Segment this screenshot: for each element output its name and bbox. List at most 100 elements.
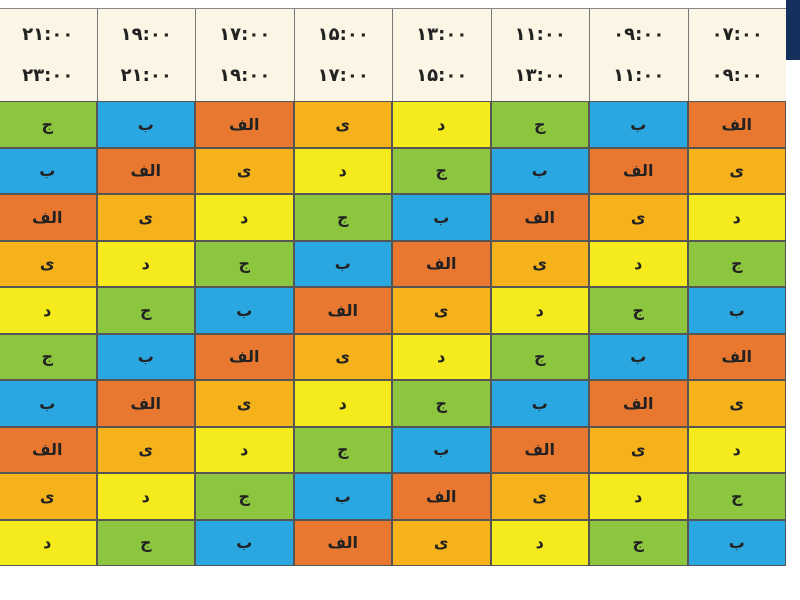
group-label: ی bbox=[433, 533, 449, 553]
time-end: ۰۹:۰۰ bbox=[711, 65, 763, 86]
group-cell: ی bbox=[490, 240, 589, 287]
group-label: الف bbox=[721, 114, 753, 134]
group-label: الف bbox=[327, 300, 359, 320]
group-cell: الف bbox=[0, 194, 97, 241]
group-cell: الف bbox=[293, 519, 392, 566]
group-label: ی bbox=[335, 114, 351, 134]
group-label: ب bbox=[433, 207, 450, 227]
group-cell: الف bbox=[293, 287, 392, 334]
group-label: ج bbox=[632, 533, 645, 553]
group-label: ج bbox=[730, 254, 743, 274]
time-start: ۱۵:۰۰ bbox=[317, 24, 369, 45]
group-cell: د bbox=[392, 101, 491, 148]
group-label: الف bbox=[130, 161, 162, 181]
header-cell: ۰۹:۰۰ ۱۱:۰۰ bbox=[589, 9, 688, 101]
group-cell: د bbox=[687, 194, 786, 241]
group-label: ی bbox=[39, 486, 55, 506]
header-cell: ۱۱:۰۰ ۱۳:۰۰ bbox=[490, 9, 589, 101]
group-label: الف bbox=[721, 347, 753, 367]
group-cell: ی bbox=[293, 101, 392, 148]
group-cell: الف bbox=[589, 147, 688, 194]
time-end: ۱۹:۰۰ bbox=[219, 65, 271, 86]
header-cell: ۱۷:۰۰ ۱۹:۰۰ bbox=[195, 9, 294, 101]
group-label: الف bbox=[425, 254, 457, 274]
group-cell: ج bbox=[0, 333, 97, 380]
group-label: ج bbox=[336, 440, 349, 460]
group-cell: ب bbox=[195, 519, 294, 566]
time-end: ۱۱:۰۰ bbox=[613, 65, 665, 86]
group-label: ب bbox=[433, 440, 450, 460]
group-label: ج bbox=[632, 300, 645, 320]
group-label: د bbox=[732, 207, 741, 227]
group-label: د bbox=[437, 347, 446, 367]
group-label: ج bbox=[139, 300, 152, 320]
group-label: ی bbox=[630, 440, 646, 460]
group-label: ج bbox=[238, 486, 251, 506]
time-start: ۱۱:۰۰ bbox=[514, 24, 566, 45]
group-label: ب bbox=[236, 533, 253, 553]
group-cell: ج bbox=[195, 240, 294, 287]
group-cell: ج bbox=[687, 473, 786, 520]
group-label: ج bbox=[41, 347, 54, 367]
time-end: ۲۱:۰۰ bbox=[120, 65, 172, 86]
group-label: ب bbox=[236, 300, 253, 320]
group-cell: ب bbox=[293, 240, 392, 287]
group-cell: ی bbox=[0, 473, 97, 520]
group-cell: الف bbox=[96, 147, 195, 194]
group-cell: د bbox=[392, 333, 491, 380]
group-cell: ج bbox=[589, 519, 688, 566]
group-cell: ی bbox=[96, 426, 195, 473]
group-cell: د bbox=[490, 287, 589, 334]
group-cell: ی bbox=[490, 473, 589, 520]
group-cell: الف bbox=[0, 426, 97, 473]
group-label: الف bbox=[622, 161, 654, 181]
group-cell: د bbox=[96, 473, 195, 520]
group-cell: ج bbox=[392, 147, 491, 194]
group-cell: د bbox=[195, 194, 294, 241]
group-cell: ی bbox=[195, 380, 294, 427]
group-label: ب bbox=[531, 161, 548, 181]
group-cell: ج bbox=[490, 333, 589, 380]
top-border bbox=[0, 0, 786, 9]
group-label: ب bbox=[728, 300, 745, 320]
group-label: ی bbox=[39, 254, 55, 274]
group-label: ب bbox=[334, 486, 351, 506]
group-cell: الف bbox=[96, 380, 195, 427]
group-cell: الف bbox=[195, 101, 294, 148]
group-label: د bbox=[535, 300, 544, 320]
group-label: ج bbox=[238, 254, 251, 274]
group-label: ی bbox=[236, 393, 252, 413]
group-cell: ی bbox=[293, 333, 392, 380]
group-cell: ب bbox=[490, 380, 589, 427]
group-label: الف bbox=[228, 347, 260, 367]
group-cell: د bbox=[0, 287, 97, 334]
group-cell: د bbox=[589, 473, 688, 520]
group-label: الف bbox=[425, 486, 457, 506]
group-label: ب bbox=[39, 393, 56, 413]
side-strip bbox=[786, 0, 800, 60]
group-label: الف bbox=[524, 440, 556, 460]
group-label: ی bbox=[729, 393, 745, 413]
time-end: ۱۷:۰۰ bbox=[317, 65, 369, 86]
group-cell: ب bbox=[392, 194, 491, 241]
group-label: ب bbox=[630, 114, 647, 134]
group-cell: الف bbox=[195, 333, 294, 380]
group-cell: ب bbox=[195, 287, 294, 334]
group-label: الف bbox=[228, 114, 260, 134]
group-label: ج bbox=[730, 486, 743, 506]
group-cell: ب bbox=[589, 333, 688, 380]
group-cell: ی bbox=[392, 519, 491, 566]
group-label: د bbox=[634, 254, 643, 274]
group-cell: ی bbox=[589, 194, 688, 241]
group-cell: ب bbox=[687, 519, 786, 566]
group-cell: د bbox=[589, 240, 688, 287]
group-label: ی bbox=[729, 161, 745, 181]
group-label: ب bbox=[630, 347, 647, 367]
group-cell: ب bbox=[687, 287, 786, 334]
group-cell: ب bbox=[0, 147, 97, 194]
group-label: د bbox=[240, 440, 249, 460]
group-label: الف bbox=[524, 207, 556, 227]
group-cell: د bbox=[490, 519, 589, 566]
group-label: ب bbox=[39, 161, 56, 181]
header-cell: ۱۳:۰۰ ۱۵:۰۰ bbox=[392, 9, 491, 101]
